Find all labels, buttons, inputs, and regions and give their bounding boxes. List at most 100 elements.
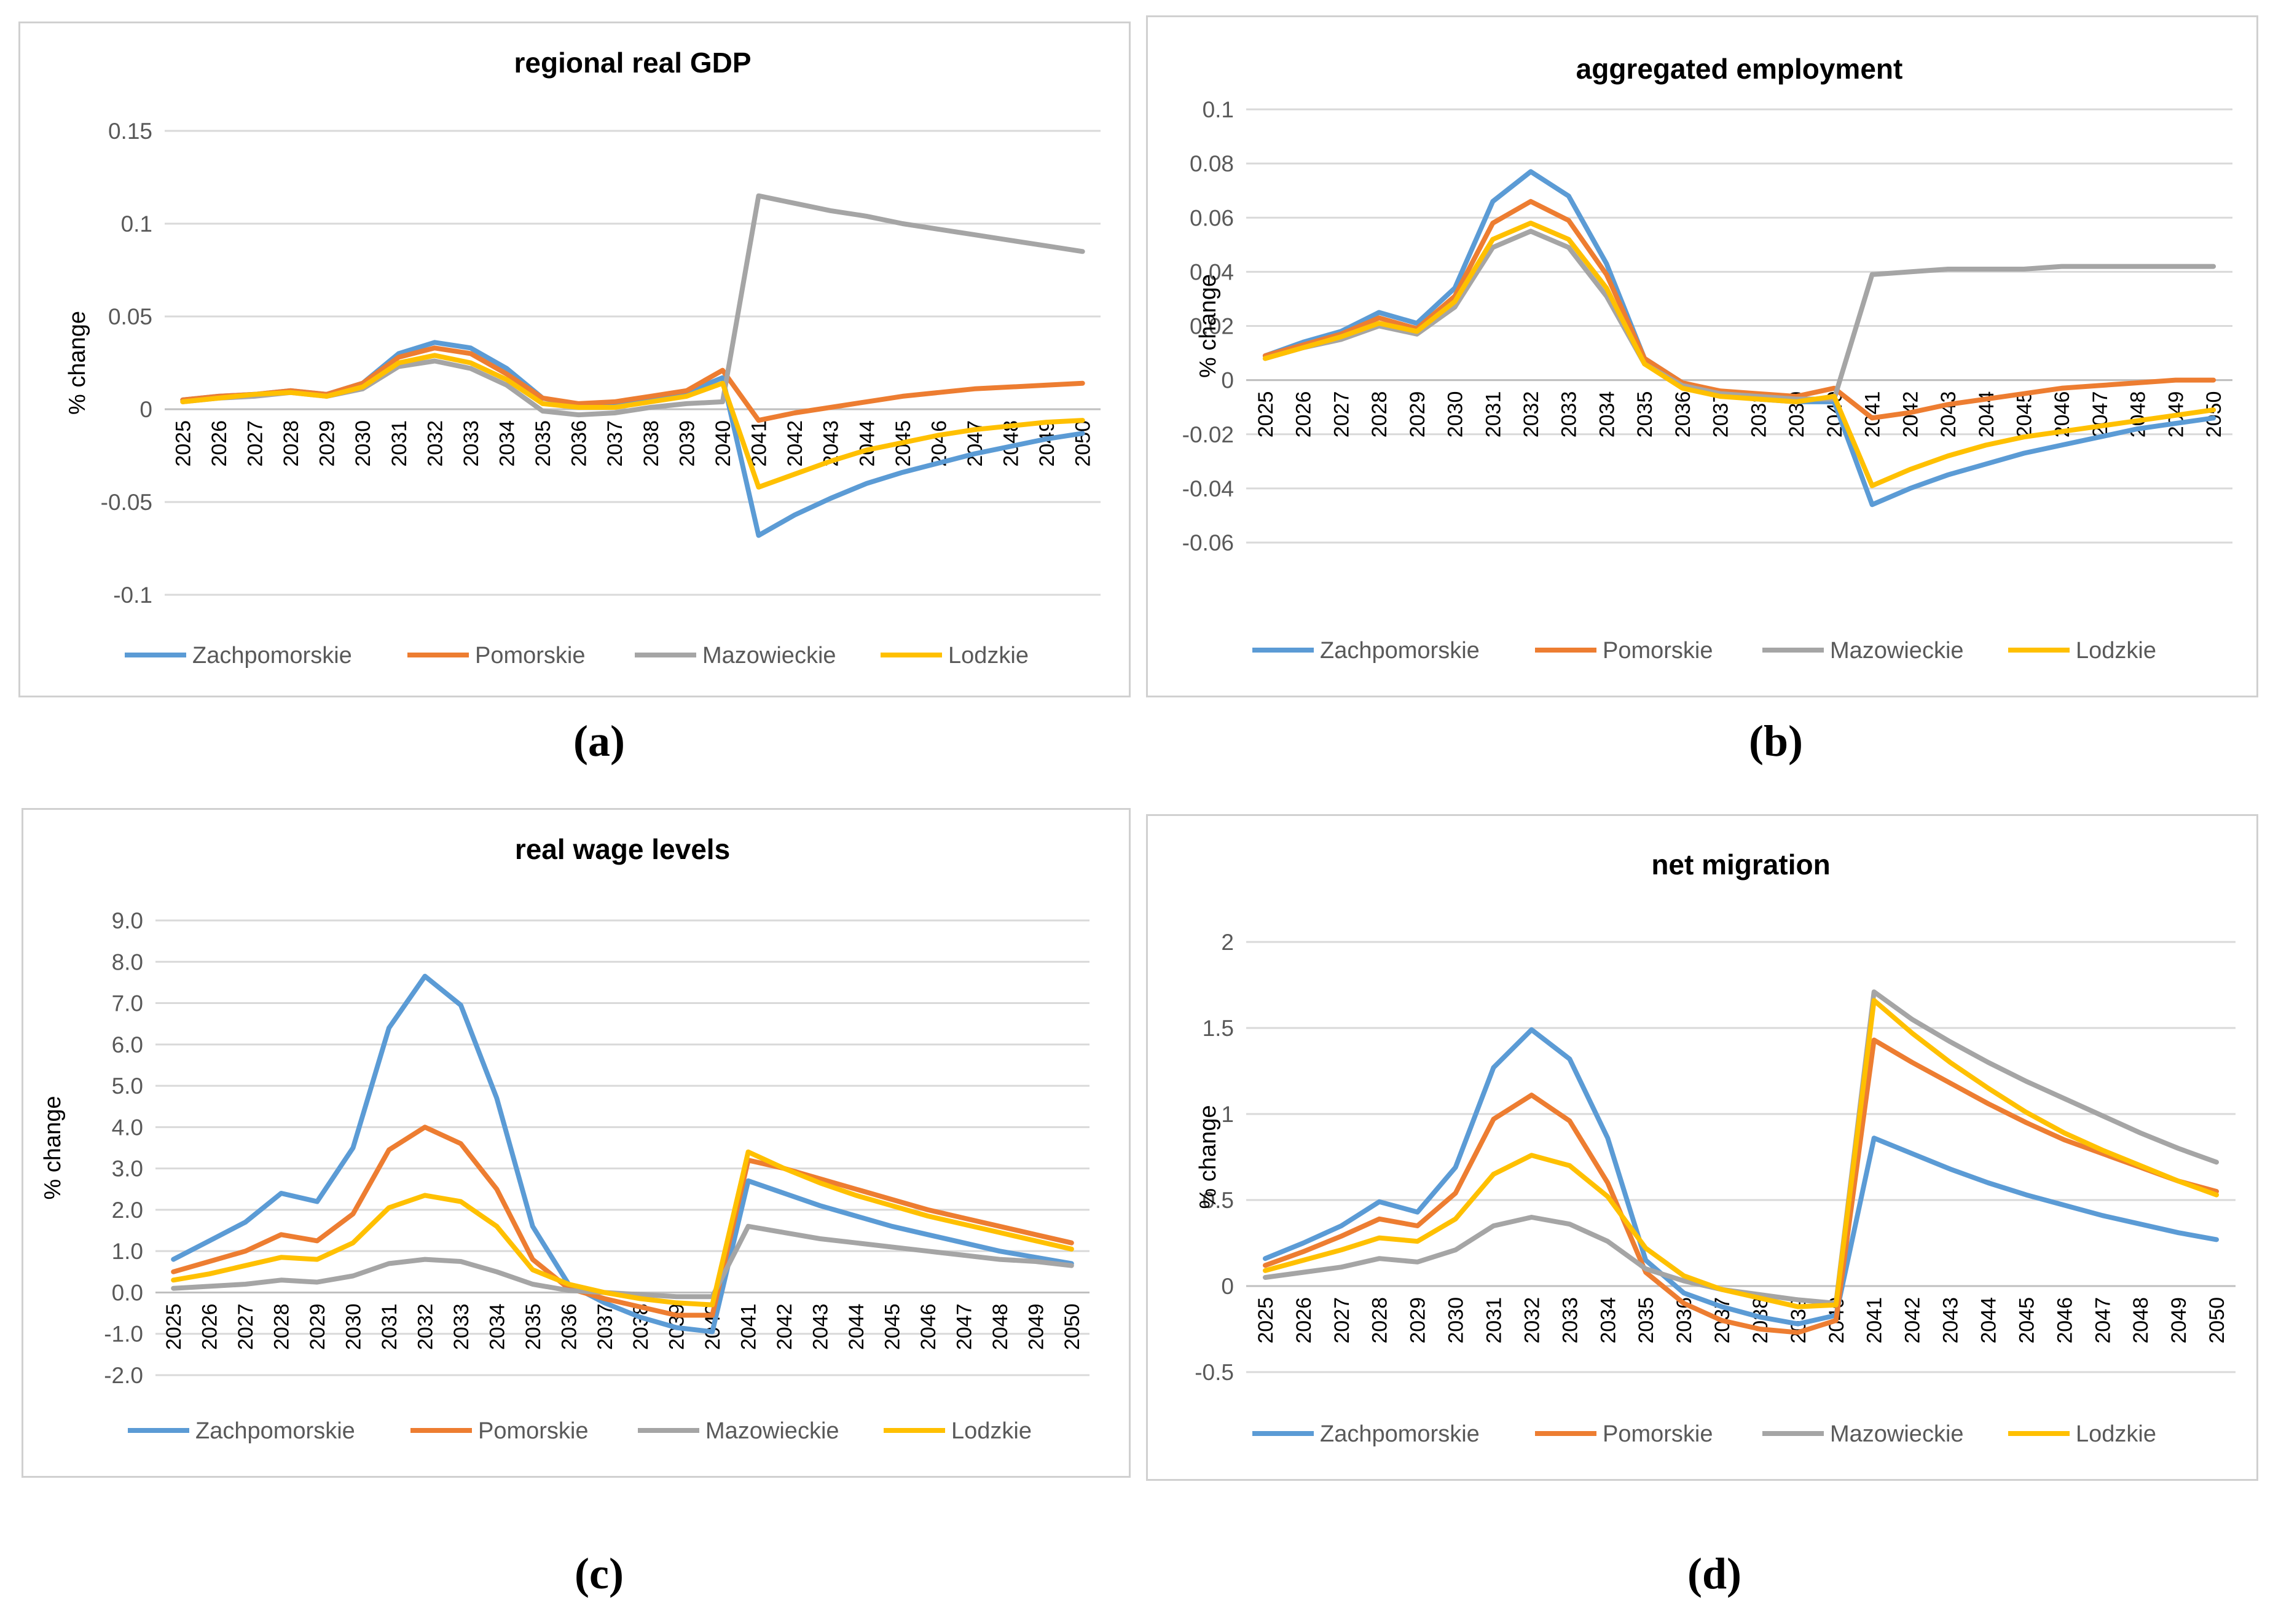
chart-panel-d: net migration 2 1.5 1 0.5 0 -0.5 % change 2025 20… [1146,814,2258,1481]
x-tick-label: 2043 [1937,391,1960,438]
legend-label: Pomorskie [475,643,586,669]
x-tick-label: 2029 [1406,391,1429,438]
y-axis-label: % change [40,1096,66,1199]
x-tick-label: 2039 [675,420,699,467]
y-tick-label: 0 [139,397,152,422]
x-tick-label: 2045 [881,1303,904,1350]
x-tick-label: 2048 [989,1303,1012,1350]
x-tick-label: 2035 [532,420,555,467]
legend-label: Pomorskie [478,1418,589,1444]
chart-title: regional real GDP [514,47,751,79]
y-tick-label: 9.0 [112,908,143,933]
x-tick-label: 2050 [1061,1303,1084,1350]
x-tick-label: 2049 [1024,1303,1048,1350]
series-line-mazowieckie [1262,229,2216,402]
series-line-lodzkie [1262,221,2216,488]
x-tick-label: 2025 [1254,1297,1278,1344]
x-tick-label: 2041 [737,1303,761,1350]
chart-svg: aggregated employment 0.1 0.08 0.06 0.04 0.02… [1182,53,2232,664]
x-tick-label: 2035 [522,1303,545,1350]
y-tick-label: -0.1 [113,583,152,608]
y-tick-label: 0.08 [1190,151,1234,176]
series-line-mazowieckie [1263,989,2219,1306]
x-tick-label: 2028 [1368,391,1391,438]
series-line-mazowieckie [180,193,1085,418]
y-tick-label: -0.02 [1182,422,1234,447]
x-tick-label: 2036 [1671,391,1695,438]
x-tick-label: 2031 [388,420,411,467]
legend-label: Pomorskie [1603,1421,1713,1447]
y-tick-label: 2 [1221,930,1234,955]
chart-svg: real wage levels 9.0 8.0 7.0 6.0 5.0 4.0 3.0 2.0… [40,833,1089,1444]
chart-panel-a: regional real GDP 0.15 0.1 0.05 0 -0.05 -0.1 % … [18,22,1131,697]
y-tick-label: 0.1 [1203,97,1234,122]
series-line-pomorskie [1263,1037,2219,1335]
y-tick-label: -0.06 [1182,530,1234,555]
y-tick-label: 6.0 [112,1032,143,1057]
x-tick-label: 2032 [423,420,447,467]
y-tick-label: 0.1 [121,211,152,237]
x-tick-label: 2046 [917,1303,940,1350]
y-tick-label: 0.5 [1203,1188,1234,1213]
y-tick-label: -0.05 [101,490,152,515]
legend-label: Lodzkie [951,1418,1032,1444]
y-tick-label: -0.04 [1182,476,1234,501]
legend-label: Zachpomorskie [192,643,352,669]
x-tick-label: 2050 [1072,420,1095,467]
x-tick-label: 2042 [1901,1297,1925,1344]
x-tick-label: 2034 [1595,391,1619,438]
x-tick-label: 2025 [171,420,195,467]
series-line-lodzkie [171,1149,1074,1308]
x-tick-label: 2028 [270,1303,294,1350]
y-tick-label: 0.15 [108,119,152,144]
series-line-lodzkie [180,353,1085,490]
x-tick-label: 2031 [378,1303,401,1350]
x-tick-label: 2032 [1520,1297,1544,1344]
chart-title: aggregated employment [1576,53,1903,85]
x-tick-label: 2047 [2089,391,2112,438]
x-tick-label: 2036 [557,1303,581,1350]
x-tick-label: 2027 [234,1303,257,1350]
x-tick-label: 2026 [1292,1297,1316,1344]
x-tick-label: 2026 [198,1303,222,1350]
legend-label: Mazowieckie [1830,1421,1964,1447]
chart-svg: net migration 2 1.5 1 0.5 0 -0.5 % change 2025 20… [1195,849,2236,1447]
x-tick-label: 2041 [1863,1297,1886,1344]
x-tick-label: 2029 [1407,1297,1430,1344]
x-tick-label: 2042 [783,420,807,467]
y-tick-label: 1.0 [112,1239,143,1264]
x-tick-label: 2028 [280,420,303,467]
y-axis-label: % change [1195,274,1221,378]
x-tick-label: 2038 [640,420,663,467]
caption-d: (d) [1687,1549,1741,1598]
series-line-pomorskie [171,1124,1074,1318]
series-line-zachpomorskie [171,973,1074,1335]
y-tick-label: 0.0 [112,1280,143,1305]
x-tick-label: 2027 [1330,391,1353,438]
chart-title: real wage levels [515,833,730,865]
y-tick-label: -2.0 [104,1363,143,1388]
x-tick-label: 2042 [773,1303,796,1350]
x-tick-label: 2043 [809,1303,833,1350]
y-tick-label: 0 [1221,368,1234,393]
x-tick-label: 2046 [2053,1297,2076,1344]
y-tick-label: 1.5 [1203,1016,1234,1041]
x-tick-label: 2050 [2202,391,2226,438]
x-tick-label: 2030 [1444,391,1467,438]
y-tick-label: 0.04 [1190,259,1234,284]
legend-label: Lodzkie [948,643,1029,669]
y-tick-label: 0.02 [1190,314,1234,339]
x-tick-label: 2028 [1368,1297,1392,1344]
x-tick-label: 2045 [2015,1297,2038,1344]
x-tick-label: 2045 [2012,391,2036,438]
series-line-zachpomorskie [1263,1027,2219,1327]
x-tick-label: 2029 [306,1303,329,1350]
legend-label: Mazowieckie [702,643,836,669]
x-tick-label: 2040 [712,420,735,467]
x-tick-label: 2033 [1558,1297,1582,1344]
x-tick-label: 2044 [1977,1297,2001,1344]
x-tick-label: 2032 [414,1303,437,1350]
y-tick-label: 0 [1221,1274,1234,1299]
y-axis-label: % change [1195,1105,1221,1209]
x-tick-label: 2033 [450,1303,473,1350]
